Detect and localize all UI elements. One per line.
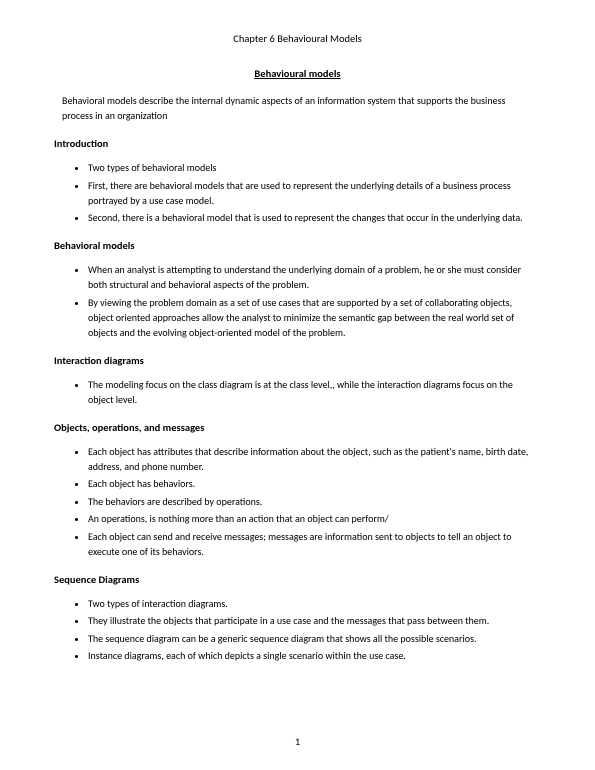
list-item: Two types of interaction diagrams. bbox=[88, 596, 541, 611]
bullet-list: When an analyst is attempting to underst… bbox=[54, 262, 541, 340]
page-number: 1 bbox=[0, 735, 595, 748]
list-item: Two types of behavioral models bbox=[88, 160, 541, 175]
bullet-list: Each object has attributes that describe… bbox=[54, 444, 541, 559]
list-item: The modeling focus on the class diagram … bbox=[88, 377, 541, 407]
section-heading: Behavioral models bbox=[54, 239, 541, 252]
page-header: Chapter 6 Behavioural Models bbox=[54, 32, 541, 45]
section-heading: Objects, operations, and messages bbox=[54, 421, 541, 434]
list-item: Each object has attributes that describe… bbox=[88, 444, 541, 474]
section-heading: Interaction diagrams bbox=[54, 354, 541, 367]
list-item: First, there are behavioral models that … bbox=[88, 178, 541, 208]
section-heading: Introduction bbox=[54, 137, 541, 150]
bullet-list: Two types of interaction diagrams. They … bbox=[54, 596, 541, 664]
list-item: They illustrate the objects that partici… bbox=[88, 613, 541, 628]
list-item: By viewing the problem domain as a set o… bbox=[88, 295, 541, 340]
document-title: Behavioural models bbox=[54, 67, 541, 80]
list-item: Each object can send and receive message… bbox=[88, 529, 541, 559]
intro-paragraph: Behavioral models describe the internal … bbox=[54, 94, 541, 123]
section-heading: Sequence Diagrams bbox=[54, 573, 541, 586]
list-item: An operations, is nothing more than an a… bbox=[88, 511, 541, 526]
list-item: The sequence diagram can be a generic se… bbox=[88, 631, 541, 646]
bullet-list: Two types of behavioral models First, th… bbox=[54, 160, 541, 225]
list-item: Instance diagrams, each of which depicts… bbox=[88, 648, 541, 663]
list-item: When an analyst is attempting to underst… bbox=[88, 262, 541, 292]
list-item: Second, there is a behavioral model that… bbox=[88, 210, 541, 225]
list-item: The behaviors are described by operation… bbox=[88, 494, 541, 509]
list-item: Each object has behaviors. bbox=[88, 476, 541, 491]
bullet-list: The modeling focus on the class diagram … bbox=[54, 377, 541, 407]
